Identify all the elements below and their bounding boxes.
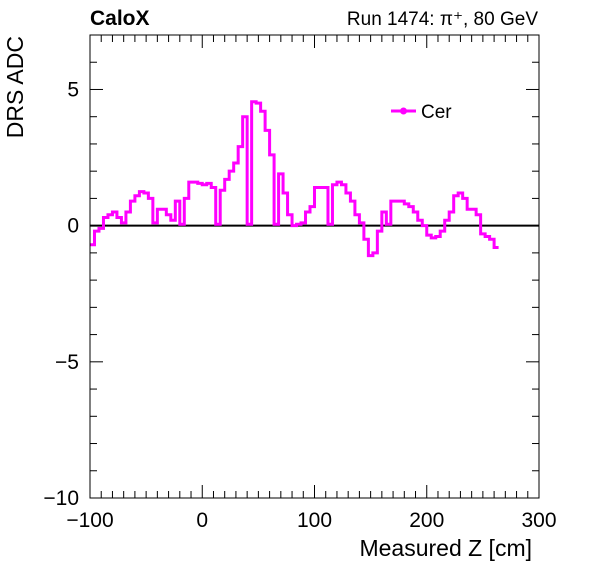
y-tick-label: 5 (67, 78, 79, 101)
x-tick-label: 300 (521, 509, 556, 532)
experiment-label: CaloX (90, 7, 150, 30)
run-info-label: Run 1474: π⁺, 80 GeV (347, 9, 538, 30)
x-tick-label: 200 (409, 509, 444, 532)
y-tick-label: −10 (43, 487, 79, 510)
x-tick-label: −100 (66, 509, 113, 532)
series-cer-line (90, 100, 499, 258)
x-tick-label: 0 (196, 509, 208, 532)
y-axis-title: DRS ADC (2, 36, 28, 138)
plot-frame (89, 34, 540, 499)
y-tick-label: 0 (67, 215, 79, 238)
legend-marker-dot (400, 107, 407, 115)
y-tick-label: −5 (55, 351, 79, 374)
x-tick-label: 100 (297, 509, 332, 532)
x-axis-title: Measured Z [cm] (359, 535, 532, 561)
legend: Cer (391, 102, 452, 123)
legend-label-cer: Cer (421, 102, 452, 123)
tick-labels: −100 0 100 200 300 −10 −5 0 5 (43, 78, 556, 532)
